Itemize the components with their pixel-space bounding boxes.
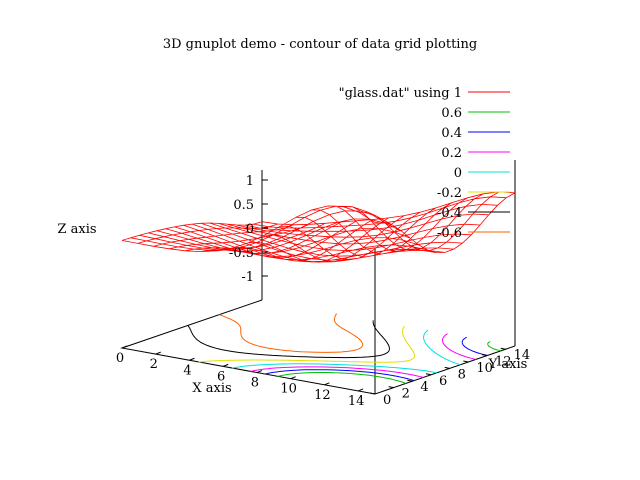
x-tick-label: 0	[116, 351, 124, 366]
y-tick-label: 2	[402, 387, 410, 402]
legend-label: -0.2	[437, 186, 462, 201]
z-tick-label: 0.5	[233, 198, 254, 213]
contour-lines	[187, 313, 502, 384]
y-tick-label: 10	[476, 361, 493, 376]
y-tick-mark	[444, 366, 450, 369]
x-tick-mark	[223, 363, 229, 367]
y-tick-mark	[500, 347, 506, 350]
y-tick-label: 12	[495, 355, 512, 370]
y-tick-mark	[388, 386, 394, 389]
contour-level-6	[219, 313, 364, 353]
legend-label: 0.4	[441, 126, 462, 141]
legend-label: -0.6	[437, 226, 462, 241]
y-tick-mark	[407, 379, 413, 382]
base-plane-edges	[120, 299, 516, 395]
legend-label: "glass.dat" using 1	[339, 86, 462, 101]
x-axis-label: X axis	[192, 381, 231, 396]
y-tick-mark	[369, 392, 376, 395]
z-tick-label: 1	[246, 174, 254, 189]
x-tick-label: 2	[150, 357, 158, 372]
z-tick-label: 0	[246, 222, 254, 237]
y-tick-label: 6	[439, 374, 447, 389]
y-tick-label: 8	[458, 367, 466, 382]
y-tick-label: 4	[420, 380, 428, 395]
x-tick-label: 12	[314, 388, 331, 403]
y-tick-label: 14	[514, 348, 531, 363]
contour-level-1	[264, 336, 488, 382]
x-tick-mark	[290, 376, 296, 380]
y-tick-label: 0	[383, 393, 391, 408]
x-tick-label: 10	[280, 382, 297, 397]
x-tick-mark	[121, 345, 128, 349]
y-axis-label: Y axis	[488, 357, 528, 372]
legend-label: -0.4	[437, 206, 462, 221]
y-tick-mark	[425, 373, 432, 376]
contour-level-5	[187, 320, 390, 359]
z-tick-label: -0.5	[229, 246, 254, 261]
y-tick-mark	[481, 354, 488, 357]
x-tick-mark	[324, 382, 330, 386]
x-tick-mark	[256, 370, 263, 373]
x-tick-mark	[155, 351, 161, 355]
x-tick-label: 4	[183, 363, 191, 378]
surface-mesh	[121, 191, 516, 263]
x-tick-label: 8	[251, 376, 259, 391]
contour-level-4	[198, 325, 416, 363]
z-tick-label: -1	[241, 270, 254, 285]
legend: "glass.dat" using 1 0.6 0.4 0.2 0 -0.2 -0.4 -0.…	[339, 86, 510, 241]
surface-wireframe	[121, 191, 516, 263]
x-tick-mark	[357, 388, 364, 392]
x-tick-label: 14	[348, 394, 365, 409]
x-tick-label: 6	[217, 369, 225, 384]
legend-label: 0.2	[441, 146, 462, 161]
contour-level-0	[277, 341, 502, 384]
y-tick-mark	[463, 360, 469, 363]
contour-level-2	[250, 333, 476, 378]
z-axis-label: Z axis	[57, 222, 96, 237]
legend-label: 0	[454, 166, 462, 181]
contour-level-3	[232, 329, 461, 374]
chart-title: 3D gnuplot demo - contour of data grid p…	[163, 37, 477, 52]
legend-label: 0.6	[441, 106, 462, 121]
x-tick-mark	[189, 357, 195, 361]
